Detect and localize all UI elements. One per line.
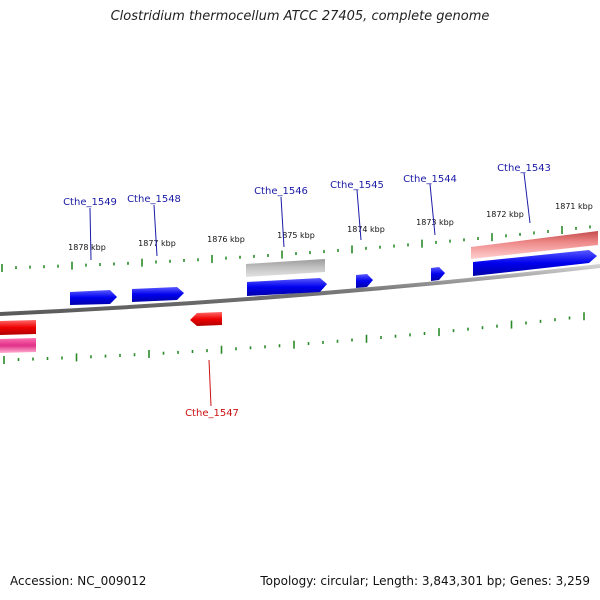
kbp-label-1875: 1875 kbp bbox=[277, 231, 315, 240]
kbp-label-1877: 1877 kbp bbox=[138, 239, 176, 248]
gene-label-cthe-1549[interactable]: Cthe_1549 bbox=[63, 197, 117, 208]
kbp-label-1871: 1871 kbp bbox=[555, 202, 593, 211]
pink-feature[interactable] bbox=[471, 231, 598, 259]
gene-label-cthe-1545[interactable]: Cthe_1545 bbox=[330, 180, 384, 191]
kbp-label-1873: 1873 kbp bbox=[416, 218, 454, 227]
gene-label-cthe-1544[interactable]: Cthe_1544 bbox=[403, 174, 457, 185]
leader-line-cthe-1547 bbox=[208, 359, 212, 407]
outer-tick-track bbox=[1, 225, 591, 272]
kbp-label-1872: 1872 kbp bbox=[486, 210, 524, 219]
gene-cthe-1549[interactable] bbox=[70, 290, 117, 305]
inner-tick-track bbox=[3, 312, 585, 364]
gene-label-cthe-1543[interactable]: Cthe_1543 bbox=[497, 163, 551, 174]
gene-label-cthe-1547[interactable]: Cthe_1547 bbox=[185, 408, 239, 419]
kbp-label-1876: 1876 kbp bbox=[207, 235, 245, 244]
genome-summary-text: Topology: circular; Length: 3,843,301 bp… bbox=[260, 574, 590, 588]
gene-red-left[interactable] bbox=[0, 320, 36, 335]
kbp-label-1878: 1878 kbp bbox=[68, 243, 106, 252]
gene-cthe-1543[interactable] bbox=[473, 250, 597, 276]
gene-label-cthe-1548[interactable]: Cthe_1548 bbox=[127, 194, 181, 205]
gene-magenta-left[interactable] bbox=[0, 338, 36, 353]
leader-lines bbox=[89, 172, 531, 261]
kbp-label-1874: 1874 kbp bbox=[347, 225, 385, 234]
map-title: Clostridium thermocellum ATCC 27405, com… bbox=[110, 9, 490, 24]
gene-label-cthe-1546[interactable]: Cthe_1546 bbox=[254, 186, 308, 197]
gene-cthe-1546[interactable] bbox=[247, 278, 327, 296]
gene-cthe-1548[interactable] bbox=[132, 287, 184, 302]
gene-cthe-1547[interactable] bbox=[190, 312, 222, 326]
accession-text: Accession: NC_009012 bbox=[10, 574, 147, 588]
gene-cthe-1544[interactable] bbox=[431, 267, 445, 281]
genome-backbone bbox=[0, 264, 600, 316]
gene-cthe-1545[interactable] bbox=[356, 274, 373, 288]
gray-feature[interactable] bbox=[246, 259, 325, 277]
